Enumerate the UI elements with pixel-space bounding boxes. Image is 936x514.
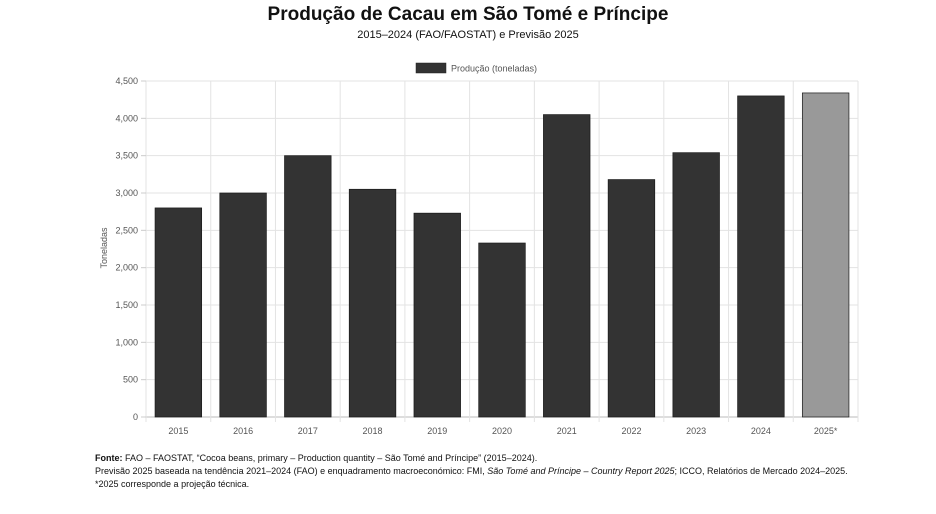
y-tick-label: 1,000 — [115, 337, 138, 347]
y-tick-label: 500 — [123, 375, 138, 385]
bar-2020 — [478, 242, 526, 418]
y-tick-label: 4,000 — [115, 113, 138, 123]
y-tick-label: 2,500 — [115, 225, 138, 235]
footer-forecast-note: Previsão 2025 baseada na tendência 2021–… — [95, 465, 855, 478]
bar-2022 — [607, 179, 656, 418]
footer-source-text: FAO – FAOSTAT, “Cocoa beans, primary – P… — [122, 453, 538, 463]
chart-title: Produção de Cacau em São Tomé e Príncipe — [267, 4, 669, 25]
y-tick-label: 3,500 — [115, 151, 138, 161]
x-tick-label: 2018 — [363, 426, 383, 436]
x-tick-label: 2020 — [492, 426, 512, 436]
footer-notes: Fonte: FAO – FAOSTAT, “Cocoa beans, prim… — [95, 452, 855, 491]
chart-subtitle: 2015–2024 (FAO/FAOSTAT) e Previsão 2025 — [357, 29, 579, 41]
bar-chart: 0 500 1,000 1,500 2,000 2,500 3,000 3,500 4,000 4… — [99, 62, 859, 436]
y-tick-label: 1,500 — [115, 300, 138, 310]
bar-2021 — [543, 114, 591, 418]
footer-forecast-text-a: Previsão 2025 baseada na tendência 2021–… — [95, 466, 488, 476]
y-tick-label: 2,000 — [115, 263, 138, 273]
bar-2024 — [737, 95, 785, 418]
x-tick-label: 2017 — [298, 426, 318, 436]
footer-source-label: Fonte: — [95, 453, 123, 463]
footer-source: Fonte: FAO – FAOSTAT, “Cocoa beans, prim… — [95, 452, 855, 465]
bar-2023 — [672, 152, 720, 418]
bar-2016 — [219, 192, 267, 418]
x-tick-label: 2025* — [814, 426, 838, 436]
bar-2019 — [413, 212, 461, 418]
footer-forecast-text-b: ; ICCO, Relatórios de Mercado 2024–2025. — [674, 466, 848, 476]
footer-forecast-report: São Tomé and Príncipe – Country Report 2… — [487, 466, 675, 476]
footer-projection-note: *2025 corresponde a projeção técnica. — [95, 479, 250, 489]
legend-swatch — [415, 62, 447, 74]
legend-label: Produção (toneladas) — [451, 64, 537, 74]
x-tick-label: 2023 — [686, 426, 706, 436]
x-tick-label: 2016 — [233, 426, 253, 436]
x-tick-label: 2021 — [557, 426, 577, 436]
y-tick-label: 0 — [133, 412, 138, 422]
bars — [154, 92, 850, 418]
x-tick-label: 2024 — [751, 426, 771, 436]
x-tick-label: 2022 — [621, 426, 641, 436]
y-tick-label: 3,000 — [115, 188, 138, 198]
bar-2018 — [348, 188, 397, 418]
legend[interactable]: Produção (toneladas) — [415, 62, 537, 74]
x-tick-label: 2015 — [168, 426, 188, 436]
bar-2015 — [154, 207, 203, 418]
x-axis-ticks: 2015 2016 2017 2018 2019 2020 2021 2022 2023 2024… — [168, 426, 838, 436]
x-tick-label: 2019 — [427, 426, 447, 436]
y-tick-label: 4,500 — [115, 76, 138, 86]
y-axis-label: Toneladas — [99, 227, 109, 269]
bar-2025 — [801, 92, 850, 418]
y-axis-ticks: 0 500 1,000 1,500 2,000 2,500 3,000 3,500 4,000 4… — [115, 76, 146, 422]
bar-2017 — [284, 155, 332, 418]
